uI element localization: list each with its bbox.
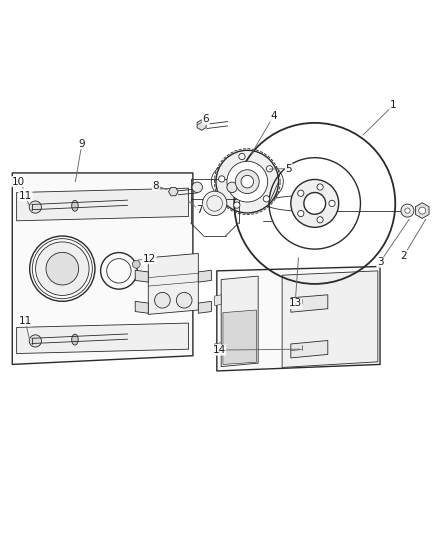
Text: 1: 1 <box>390 100 396 110</box>
Circle shape <box>317 184 323 190</box>
Polygon shape <box>215 343 221 353</box>
Circle shape <box>405 208 410 213</box>
Ellipse shape <box>72 334 78 345</box>
Circle shape <box>298 211 304 216</box>
Text: 14: 14 <box>212 345 226 355</box>
Text: 7: 7 <box>196 205 203 215</box>
Polygon shape <box>169 188 178 196</box>
Circle shape <box>298 190 304 196</box>
Circle shape <box>219 176 225 182</box>
Circle shape <box>177 293 192 308</box>
Polygon shape <box>17 323 188 353</box>
Polygon shape <box>282 271 378 367</box>
Circle shape <box>132 261 140 268</box>
Circle shape <box>266 166 273 172</box>
Polygon shape <box>198 270 212 282</box>
Polygon shape <box>198 301 212 313</box>
Circle shape <box>401 204 414 217</box>
Circle shape <box>241 175 254 188</box>
Circle shape <box>192 182 202 192</box>
Text: 12: 12 <box>143 254 156 264</box>
Polygon shape <box>221 276 258 367</box>
Circle shape <box>234 202 240 208</box>
Polygon shape <box>135 301 148 313</box>
Polygon shape <box>17 188 188 221</box>
Text: 4: 4 <box>270 111 277 122</box>
Circle shape <box>29 335 42 347</box>
Polygon shape <box>12 173 193 365</box>
Circle shape <box>46 252 79 285</box>
Text: 13: 13 <box>289 298 302 309</box>
Text: 11: 11 <box>19 191 32 200</box>
Circle shape <box>227 161 268 202</box>
Polygon shape <box>291 295 328 312</box>
Text: 2: 2 <box>401 251 407 261</box>
Text: 6: 6 <box>203 115 209 124</box>
Circle shape <box>317 217 323 223</box>
Text: 3: 3 <box>377 257 383 267</box>
Text: 9: 9 <box>78 139 85 149</box>
Ellipse shape <box>72 200 78 211</box>
Polygon shape <box>148 254 198 314</box>
Circle shape <box>329 200 335 206</box>
Polygon shape <box>223 310 256 365</box>
Circle shape <box>227 182 237 192</box>
Polygon shape <box>291 341 328 358</box>
Circle shape <box>263 196 269 202</box>
Polygon shape <box>416 203 429 219</box>
Circle shape <box>419 207 426 214</box>
Polygon shape <box>135 270 148 282</box>
Text: 8: 8 <box>152 181 159 191</box>
Text: 11: 11 <box>19 316 32 326</box>
Circle shape <box>304 192 325 214</box>
Circle shape <box>216 150 279 213</box>
Circle shape <box>239 154 245 159</box>
Circle shape <box>202 191 227 215</box>
Circle shape <box>29 201 42 213</box>
Circle shape <box>291 180 339 228</box>
Polygon shape <box>215 295 221 305</box>
Text: 5: 5 <box>285 164 292 174</box>
Polygon shape <box>197 120 206 130</box>
Text: 10: 10 <box>11 176 25 187</box>
Circle shape <box>235 169 259 193</box>
Circle shape <box>155 293 170 308</box>
Circle shape <box>35 242 89 295</box>
Polygon shape <box>217 266 380 371</box>
